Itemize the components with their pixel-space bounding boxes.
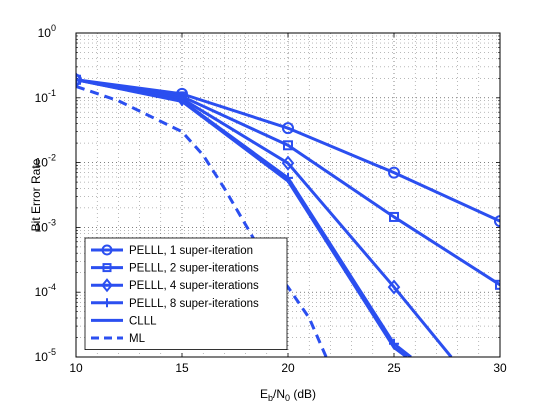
legend-item: ML [91, 333, 146, 345]
data-point [387, 279, 401, 295]
legend-marker [102, 263, 112, 273]
data-point [494, 215, 500, 228]
x-axis-label: Eb/N0 (dB) [260, 387, 316, 403]
data-point [76, 72, 83, 88]
x-tick-label: 25 [387, 361, 401, 375]
legend-item: PELLL, 2 super-iterations [91, 263, 259, 275]
tick-labels: 10 15 20 25 30 100 10-1 10-2 10-3 10-4 10-5 [35, 23, 507, 375]
data-point [282, 122, 294, 135]
legend-marker [101, 244, 113, 256]
y-tick-label: 100 [38, 23, 56, 40]
legend-item: CLLL [91, 315, 157, 327]
legend-marker [101, 278, 113, 293]
y-tick-label: 10-1 [35, 88, 56, 105]
legend-label: ML [129, 333, 146, 345]
series-6 [76, 84, 328, 357]
legend-item: PELLL, 1 super-iteration [91, 244, 253, 257]
plot-frame [75, 32, 501, 358]
data-point [389, 211, 399, 222]
series-5 [76, 78, 408, 357]
series-line [76, 78, 500, 223]
y-axis-label: Bit Error Rate [29, 158, 43, 231]
y-tick-label: 10-4 [35, 282, 56, 299]
legend-label: PELLL, 1 super-iteration [129, 245, 253, 257]
y-tick-label: 10-3 [35, 217, 56, 234]
legend: PELLL, 1 super-iteration PELLL, 2 super-i… [84, 237, 288, 350]
series-group [76, 72, 500, 357]
series-line [76, 78, 408, 357]
legend-marker [102, 298, 112, 308]
legend-box [84, 237, 288, 350]
legend-label: PELLL, 8 super-iterations [129, 298, 259, 310]
x-tick-label: 15 [175, 361, 189, 375]
legend-label: PELLL, 4 super-iterations [129, 280, 259, 292]
x-tick-label: 20 [281, 361, 295, 375]
data-point [495, 279, 500, 290]
data-point [388, 166, 400, 179]
data-point [281, 155, 295, 171]
legend-item: PELLL, 8 super-iterations [91, 298, 259, 310]
x-tick-label: 30 [493, 361, 507, 375]
legend-label: CLLL [129, 315, 157, 327]
y-tick-label: 10-2 [35, 153, 56, 170]
x-tick-label: 10 [69, 361, 83, 375]
y-tick-label: 10-5 [35, 347, 56, 364]
legend-label: PELLL, 2 super-iterations [129, 263, 259, 275]
data-point [283, 140, 293, 151]
series-line [76, 84, 328, 357]
legend-item: PELLL, 4 super-iterations [91, 278, 259, 293]
